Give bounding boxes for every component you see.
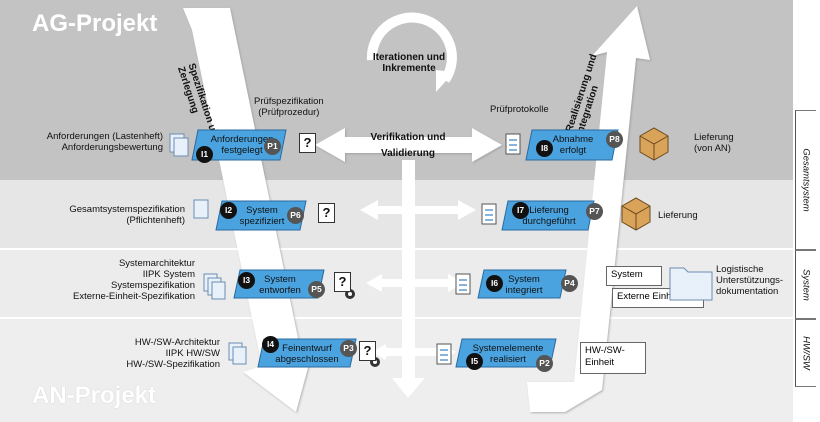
milestone-badge-i8: I8 [536, 140, 553, 157]
document-stack-icon [169, 133, 247, 365]
milestone-badge-i2: I2 [220, 202, 237, 219]
docs-system: Systemarchitektur IIPK System Systemspez… [73, 258, 195, 302]
milestone-badge-i1: I1 [196, 146, 213, 163]
pruefprotokolle-header: Prüfprotokolle [490, 104, 549, 115]
docs-anforderungen: Anforderungen (Lastenheft) Anforderungsb… [46, 131, 163, 153]
system-box: System [606, 266, 662, 286]
phase-system-spezifiziert: System spezifiziert [239, 205, 285, 227]
project-badge-p8: P8 [606, 131, 623, 148]
package-icon [621, 127, 669, 231]
milestone-badge-i6: I6 [486, 275, 503, 292]
checklist-icon [436, 133, 521, 365]
project-badge-p5: P5 [308, 281, 325, 298]
logistik-label: Logistische Unterstützungs- dokumentatio… [716, 264, 784, 297]
phase-systemelemente-realisiert: Systemelemente realisiert [472, 343, 544, 365]
project-badge-p7: P7 [586, 203, 603, 220]
hwsw-band [0, 319, 793, 422]
project-badge-p3: P3 [340, 340, 357, 357]
milestone-badge-i3: I3 [238, 272, 255, 289]
realisierung-arrow [527, 6, 650, 412]
phase-system-entworfen: System entworfen [259, 274, 301, 296]
hwsw-einheit-box: HW-/SW- Einheit [580, 342, 646, 374]
ag-projekt-title: AG-Projekt [32, 10, 158, 37]
question-doc-icon: ? [334, 272, 351, 292]
verifikation-arrow [315, 128, 502, 162]
milestone-badge-i7: I7 [512, 202, 529, 219]
lieferung-von-an-label: Lieferung (von AN) [694, 132, 734, 154]
an-projekt-title: AN-Projekt [32, 382, 157, 409]
phase-abnahme-erfolgt: Abnahme erfolgt [552, 134, 594, 156]
phase-system-integriert: System integriert [505, 274, 543, 296]
milestone-badge-i5: I5 [466, 353, 483, 370]
level-system: System [795, 250, 816, 319]
level-gesamtsystem: Gesamtsystem [795, 110, 816, 250]
phase-lieferung-durchgefuehrt: Lieferung durchgeführt [522, 205, 576, 227]
milestone-badge-i4: I4 [262, 336, 279, 353]
iterationen-label: Iterationen und Inkremente [372, 52, 446, 74]
project-badge-p4: P4 [561, 275, 578, 292]
lieferung-label: Lieferung [658, 210, 698, 221]
level-hwsw: HW/SW [795, 319, 816, 387]
question-doc-icon: ? [318, 203, 335, 223]
phase-anforderungen-festgelegt: Anforderungen festgelegt [210, 134, 274, 156]
question-doc-icon: ? [359, 341, 376, 361]
project-badge-p6: P6 [287, 207, 304, 224]
pruefspezifikation-header: Prüfspezifikation (Prüfprozedur) [254, 96, 324, 118]
project-badge-p1: P1 [264, 138, 281, 155]
question-doc-icon: ? [299, 133, 316, 153]
docs-gesamtsystem: Gesamtsystemspezifikation (Pflichtenheft… [69, 204, 185, 226]
phase-feinentwurf-abgeschlossen: Feinentwurf abgeschlossen [275, 343, 339, 365]
verifikation-label: Verifikation und Validierung [370, 132, 446, 159]
docs-hwsw: HW-/SW-Architektur IIPK HW/SW HW-/SW-Spe… [126, 337, 220, 370]
project-badge-p2: P2 [536, 355, 553, 372]
